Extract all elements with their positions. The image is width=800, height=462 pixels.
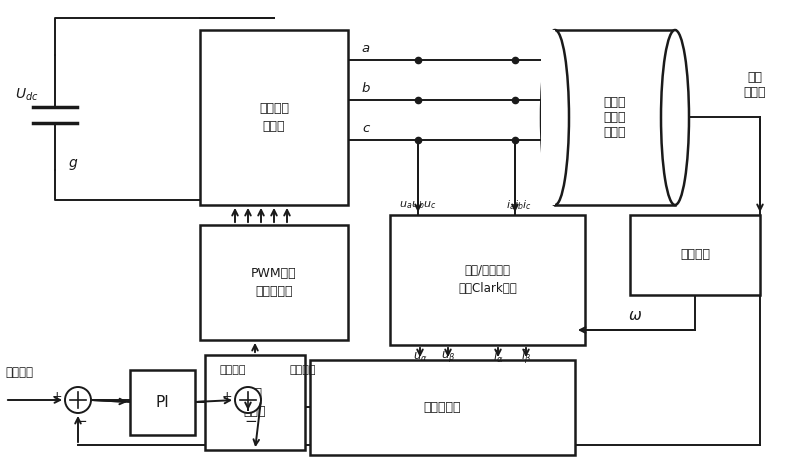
Text: $i_\beta$: $i_\beta$ [521,348,531,366]
Text: 永磁无
刷直流
电动机: 永磁无 刷直流 电动机 [604,96,626,139]
Text: 给定转矩: 给定转矩 [220,365,246,375]
Bar [130,370,195,435]
Text: −: − [74,413,87,428]
Bar [390,215,585,345]
Text: 转矩
调节器: 转矩 调节器 [244,387,266,418]
Ellipse shape [661,30,689,205]
Text: $U_{dc}$: $U_{dc}$ [15,87,38,103]
Text: $i_a i_b i_c$: $i_a i_b i_c$ [506,198,532,212]
Text: PI: PI [156,395,170,410]
Text: $u_\beta$: $u_\beta$ [441,349,455,365]
Text: 给定速度: 给定速度 [5,365,33,378]
Text: 速度计算: 速度计算 [680,249,710,261]
Text: 反馈转矩: 反馈转矩 [290,365,316,375]
Text: +: + [52,389,62,402]
Text: $\omega$: $\omega$ [628,309,642,323]
Text: b: b [362,81,370,95]
Text: 三相/两相静止
坐标Clark变换: 三相/两相静止 坐标Clark变换 [458,265,517,296]
Ellipse shape [541,30,569,205]
Text: $i_\alpha$: $i_\alpha$ [493,349,503,365]
Text: a: a [362,42,370,55]
Bar [630,215,760,295]
Bar [205,355,305,450]
Bar [310,360,575,455]
Bar [555,30,675,205]
Bar [541,30,555,205]
Text: 转矩观测器: 转矩观测器 [424,401,462,414]
Text: 位置
传感器: 位置 传感器 [744,71,766,99]
Circle shape [235,387,261,413]
Text: $g$: $g$ [68,158,78,172]
Bar [200,30,348,205]
Text: $u_\alpha$: $u_\alpha$ [413,351,427,364]
Text: −: − [245,413,258,428]
Bar [200,225,348,340]
Text: $u_a u_b u_c$: $u_a u_b u_c$ [399,199,437,211]
Text: c: c [362,122,370,134]
Text: 三相全桥
逆变器: 三相全桥 逆变器 [259,102,289,133]
Circle shape [65,387,91,413]
Text: +: + [222,389,232,402]
Text: PWM产生
和驱动装置: PWM产生 和驱动装置 [251,267,297,298]
